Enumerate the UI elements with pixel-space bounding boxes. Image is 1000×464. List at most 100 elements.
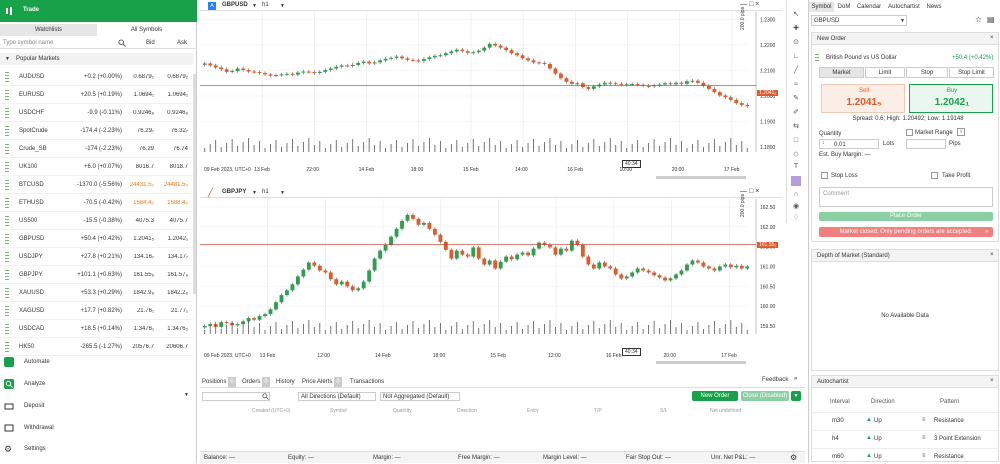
- candle[interactable]: [285, 290, 289, 296]
- row-bid[interactable]: 8016.7: [135, 164, 154, 170]
- candle[interactable]: [526, 58, 530, 61]
- candle[interactable]: [263, 73, 267, 75]
- candle[interactable]: [405, 214, 410, 221]
- candle[interactable]: [696, 80, 700, 83]
- candle[interactable]: [334, 66, 339, 69]
- window-controls-icon[interactable]: — □ ×: [740, 1, 760, 8]
- candle[interactable]: [405, 58, 410, 60]
- candle[interactable]: [213, 65, 218, 68]
- candle[interactable]: [652, 272, 657, 276]
- measure-icon[interactable]: ⇆: [793, 123, 799, 130]
- candle[interactable]: [476, 247, 481, 259]
- candle[interactable]: [432, 55, 437, 58]
- candle[interactable]: [717, 266, 722, 271]
- candle[interactable]: [487, 43, 492, 48]
- candle[interactable]: [657, 84, 662, 86]
- aggregation-filter[interactable]: Not Aggregated (Default): [380, 392, 460, 401]
- comment-icon[interactable]: □: [793, 137, 799, 144]
- candle[interactable]: [460, 250, 465, 255]
- candle[interactable]: [449, 51, 454, 54]
- candle[interactable]: [542, 242, 547, 245]
- row-ask[interactable]: 134.17₇: [167, 254, 188, 260]
- candle[interactable]: [427, 57, 432, 60]
- row-ask[interactable]: 24481.5₀: [163, 182, 188, 188]
- tab-all-symbols[interactable]: All Symbols: [130, 27, 163, 33]
- expand-icon[interactable]: »: [985, 229, 989, 235]
- candle[interactable]: [290, 73, 295, 75]
- brush-icon[interactable]: ✎: [793, 95, 799, 102]
- candle[interactable]: [580, 83, 585, 88]
- column-header[interactable]: Quantity: [393, 408, 412, 414]
- chart-symbol[interactable]: GBPUSD: [222, 2, 248, 8]
- candle[interactable]: [252, 318, 256, 320]
- candle[interactable]: [498, 261, 503, 269]
- candle[interactable]: [246, 70, 251, 72]
- watchlist-row[interactable]: Crude_SB -174 (-2.23%) 76.29 76.74: [0, 140, 193, 158]
- candle[interactable]: [202, 63, 207, 65]
- market-range-checkbox[interactable]: [906, 129, 913, 136]
- candle[interactable]: [526, 252, 530, 256]
- chart-symbol[interactable]: GBPJPY: [222, 189, 247, 195]
- column-header[interactable]: Symbol: [330, 408, 347, 414]
- candle[interactable]: [564, 248, 569, 251]
- candle[interactable]: [690, 80, 695, 82]
- candle[interactable]: [465, 51, 470, 53]
- watchlist-row[interactable]: ETHUSD -70.5 (-0.42%) 1684.4₀ 1688.4₀: [0, 194, 193, 212]
- text-icon[interactable]: T: [793, 163, 799, 170]
- candle[interactable]: [257, 316, 262, 320]
- candle[interactable]: [438, 55, 443, 57]
- candle[interactable]: [706, 266, 711, 269]
- popular-markets-group[interactable]: ▼ Popular Markets: [0, 53, 193, 65]
- candle[interactable]: [706, 85, 711, 89]
- candle[interactable]: [569, 81, 574, 84]
- candle[interactable]: [734, 99, 739, 104]
- symbol-select[interactable]: GBPUSD ▼: [811, 15, 907, 26]
- candle[interactable]: [279, 74, 284, 76]
- row-bid[interactable]: 1.3476₁: [133, 326, 154, 332]
- row-ask[interactable]: 161.57₆: [167, 272, 188, 278]
- tools-icon[interactable]: ▤: [987, 15, 995, 24]
- candle[interactable]: [356, 288, 361, 291]
- candle[interactable]: [668, 278, 673, 281]
- row-ask[interactable]: 0.6879₂: [167, 74, 188, 80]
- candle[interactable]: [427, 222, 432, 229]
- candle[interactable]: [613, 83, 618, 85]
- close-icon[interactable]: ×: [990, 252, 994, 258]
- candle[interactable]: [432, 228, 437, 235]
- search-icon[interactable]: [262, 393, 269, 400]
- candle[interactable]: [580, 244, 585, 257]
- candle[interactable]: [301, 71, 306, 73]
- nav-analyze[interactable]: Analyze: [0, 373, 197, 395]
- candle[interactable]: [230, 71, 235, 73]
- candle[interactable]: [383, 244, 388, 251]
- autochartist-row[interactable]: m30 ▲ Up ≡ Resistance: [812, 412, 998, 428]
- chevron-down-icon[interactable]: ▼: [280, 190, 285, 196]
- candle[interactable]: [378, 60, 383, 63]
- tab-watchlists[interactable]: Watchlists: [0, 24, 97, 36]
- candle[interactable]: [367, 61, 372, 64]
- row-ask[interactable]: 76.74: [172, 146, 188, 152]
- column-header[interactable]: Net undefined: [710, 408, 742, 414]
- candle[interactable]: [728, 97, 733, 100]
- chevron-down-icon[interactable]: ▼: [252, 190, 257, 196]
- watchlist-row[interactable]: US500 -15.5 (-0.38%) 4075.3 4075.7: [0, 212, 193, 230]
- candle[interactable]: [685, 264, 689, 271]
- column-header[interactable]: S/L: [660, 408, 668, 414]
- row-bid[interactable]: 4075.3: [135, 218, 154, 224]
- candle[interactable]: [202, 326, 207, 328]
- candle[interactable]: [372, 62, 377, 64]
- candle[interactable]: [422, 59, 426, 61]
- candle[interactable]: [575, 240, 580, 245]
- candle[interactable]: [235, 324, 240, 326]
- chart-gbpusd[interactable]: A GBPUSD ▼ h1 ▼ — □ × 1.2300 1.2200 1.2100…: [200, 0, 782, 185]
- candle[interactable]: [219, 322, 224, 327]
- candle[interactable]: [306, 262, 311, 270]
- column-header[interactable]: Entry: [527, 408, 539, 414]
- price-chart-gbpjpy[interactable]: 162.50162.00161.50161.00160.50160.00159.…: [200, 199, 782, 354]
- candle[interactable]: [553, 68, 558, 74]
- watchlist-row[interactable]: GBPUSD +50.4 (+0.42%) 1.2041₅ 1.2042₁: [0, 230, 193, 248]
- candle[interactable]: [515, 53, 520, 56]
- candle[interactable]: [493, 260, 498, 269]
- candle[interactable]: [356, 62, 361, 65]
- candle[interactable]: [301, 269, 306, 277]
